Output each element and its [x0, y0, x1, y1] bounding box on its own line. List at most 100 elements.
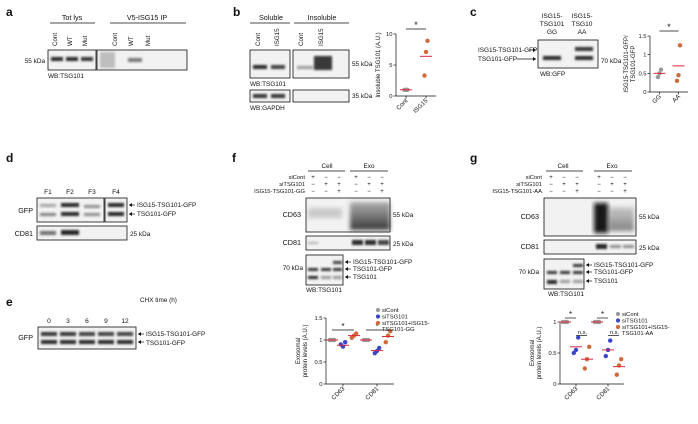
arrow-icon — [129, 203, 132, 207]
mw-label: 25 kDa — [393, 241, 414, 248]
condition-label: siTSG101 — [279, 182, 305, 188]
significance-star: * — [601, 310, 604, 319]
row-label: CD63 — [521, 212, 539, 221]
band-label-bot: TSG101 — [594, 278, 618, 285]
panel-c-letter: c — [470, 5, 477, 19]
panel-b-letter: b — [233, 5, 240, 19]
legend-label: TSG101-AA — [622, 331, 653, 337]
ns-label: n.s. — [578, 330, 587, 336]
sign-grid: + − − + − − − + + − + + − − + − − + — [549, 175, 627, 195]
condition-label: ISG15-TSG101-GG — [254, 189, 305, 195]
data-point — [676, 73, 681, 78]
lane-label: Cont — [112, 33, 119, 46]
lane-label-line: TSG101 — [540, 21, 565, 28]
data-point — [385, 333, 391, 338]
lane-label-line: TSG10 — [572, 21, 593, 28]
panel-b-header-insoluble: Insoluble — [308, 13, 337, 22]
lane-label-line: ISG15- — [542, 13, 563, 20]
band-label-top: ISG15-TSG101-GFP — [478, 47, 537, 54]
panel-a: a Tot lys V5-ISG15 IP Cont WT Mut Cont W… — [6, 5, 188, 80]
band-label-bot: TSG101-GFP — [137, 211, 176, 218]
y-tick-label: 0 — [643, 90, 646, 96]
data-point — [571, 350, 576, 356]
sign: + — [562, 182, 566, 188]
data-point — [677, 43, 683, 48]
data-point — [603, 353, 608, 359]
legend-label: siCont — [622, 312, 639, 318]
sign: − — [324, 189, 328, 195]
header-cell: Cell — [557, 163, 568, 170]
data-point — [655, 74, 661, 80]
significance-star: * — [569, 310, 572, 319]
bands-g — [547, 203, 634, 284]
header-exo: Exo — [363, 163, 374, 170]
sign: + — [367, 182, 371, 188]
wb-label: WB:TSG101 — [48, 73, 84, 80]
panel-d-letter: d — [6, 151, 13, 165]
time-label: 6 — [85, 318, 89, 325]
sign: − — [575, 175, 579, 181]
bands-a — [51, 52, 142, 68]
lane-label: Mut — [82, 35, 89, 46]
y-tick-label: 0 — [389, 94, 392, 100]
sign: + — [575, 182, 579, 188]
y-tick-label: 1.5 — [638, 34, 646, 40]
sign: + — [610, 182, 614, 188]
y-tick-label: 1 — [553, 320, 556, 326]
data-point — [582, 366, 587, 371]
y-tick-label: 0.5 — [314, 360, 322, 366]
blot-c — [537, 39, 599, 69]
legend-label: siTSG101 — [382, 315, 408, 321]
bands-e — [41, 332, 133, 344]
significance-star: * — [414, 20, 418, 30]
sign: − — [610, 189, 614, 195]
arrow-icon — [129, 212, 132, 216]
band-label-top: ISG15-TSG101-GFP — [137, 202, 196, 209]
row-label: GFP — [18, 206, 33, 215]
data-point — [425, 38, 430, 44]
wb-label: WB:GAPDH — [250, 105, 285, 112]
legend-label: TSG101-GG — [382, 327, 415, 333]
sign: − — [623, 175, 627, 181]
y-tick-label: 1.5 — [314, 316, 322, 322]
data-point — [576, 335, 581, 340]
y-axis-label: Exosomal — [530, 340, 536, 366]
time-label: 9 — [104, 318, 108, 325]
fraction-label: F4 — [112, 189, 120, 196]
y-tick-label: 0.5 — [548, 351, 556, 357]
blot-d-f4 — [104, 197, 128, 223]
arrow-icon — [533, 57, 536, 61]
row-label: CD81 — [15, 229, 33, 238]
arrow-icon — [586, 270, 589, 274]
arrow-icon — [586, 279, 589, 283]
wb-label: WB:GFP — [540, 71, 565, 78]
x-tick-label: ISG15 — [412, 97, 430, 115]
sign: + — [380, 182, 384, 188]
band-label-bot: TSG101-GFP — [146, 340, 185, 347]
arrow-icon — [138, 332, 141, 336]
mw-label: 55 kDa — [639, 214, 660, 221]
blot-g-cd81 — [543, 239, 637, 255]
data-point — [614, 372, 619, 377]
fraction-label: F3 — [88, 189, 96, 196]
fraction-label: F1 — [44, 189, 52, 196]
bands-d — [40, 203, 124, 235]
legend-marker — [615, 318, 621, 323]
wb-label: WB:TSG101 — [250, 81, 286, 88]
y-axis-label: protein levels (A.U.) — [537, 327, 543, 380]
sign: − — [380, 175, 384, 181]
arrow-icon — [345, 275, 348, 279]
panel-d: d F1 F2 F3 F4 GFP CD81 ISG15-TSG101-GFP — [6, 151, 196, 241]
sign: + — [354, 175, 358, 181]
sign: − — [562, 189, 566, 195]
chx-header: CHX time (h) — [140, 297, 177, 304]
legend-marker — [615, 311, 621, 317]
condition-label: siCont — [289, 175, 306, 181]
header-cell: Cell — [321, 163, 332, 170]
sign-grid: + − − + − − − + + − + + − − + − − + — [311, 175, 384, 195]
sign: − — [311, 189, 315, 195]
fraction-label: F2 — [66, 189, 74, 196]
arrow-icon — [345, 260, 348, 264]
row-label: CD63 — [283, 210, 301, 219]
mw-label: 70 kDa — [283, 265, 304, 272]
